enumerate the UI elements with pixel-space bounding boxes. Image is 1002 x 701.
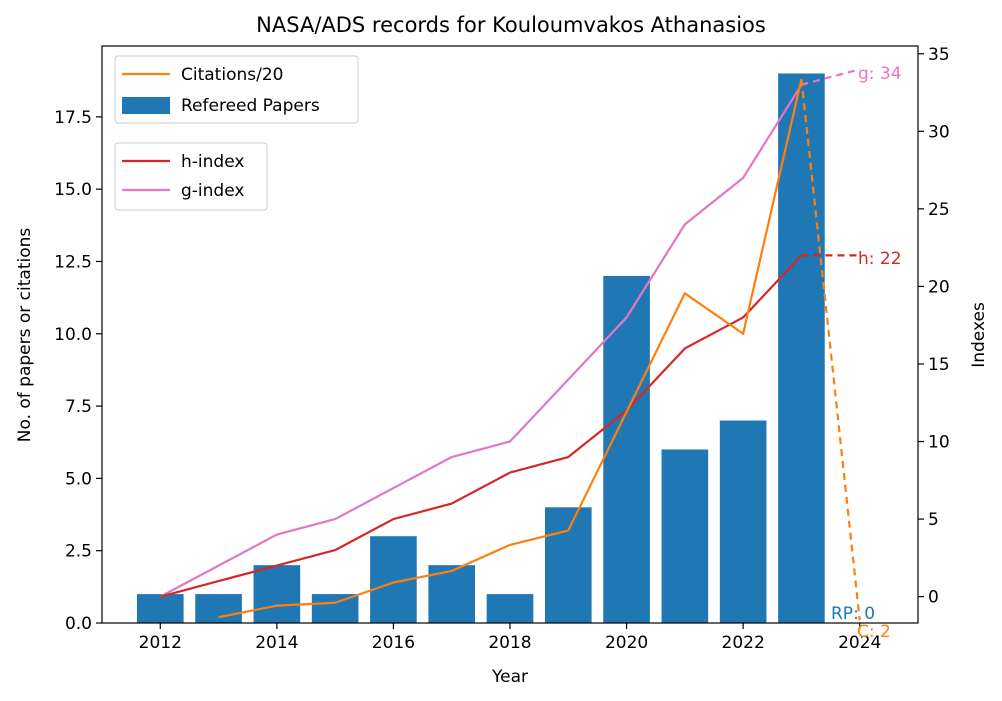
bar-2021 bbox=[661, 449, 709, 623]
legend-papers-label: Refereed Papers bbox=[181, 96, 320, 116]
y2-tick-label: 0 bbox=[928, 588, 939, 608]
y-tick-label: 0.0 bbox=[65, 614, 92, 634]
x-tick-label: 2012 bbox=[139, 633, 182, 653]
bar-2013 bbox=[195, 594, 242, 623]
bar-2015 bbox=[311, 594, 359, 623]
h-index-line bbox=[160, 254, 803, 598]
y2-tick-label: 30 bbox=[928, 122, 950, 142]
chart-title: NASA/ADS records for Kouloumvakos Athana… bbox=[256, 13, 766, 37]
x-tick-label: 2016 bbox=[372, 633, 415, 653]
y-axis-right: 0 5 10 15 20 25 30 35 bbox=[918, 45, 950, 608]
g-index-projection bbox=[801, 68, 860, 86]
bar-2012 bbox=[136, 594, 184, 623]
x-tick-label: 2022 bbox=[722, 633, 765, 653]
legend-citations-label: Citations/20 bbox=[181, 65, 283, 85]
g-index-annotation: g: 34 bbox=[858, 64, 902, 84]
x-tick-label: 2014 bbox=[255, 633, 298, 653]
bar-2014 bbox=[253, 565, 301, 623]
y2-tick-label: 5 bbox=[928, 510, 939, 530]
h-index-annotation: h: 22 bbox=[858, 249, 902, 269]
y-tick-label: 17.5 bbox=[54, 108, 92, 128]
x-tick-label: 2018 bbox=[488, 633, 531, 653]
y2-tick-label: 15 bbox=[928, 355, 950, 375]
g-index-line bbox=[159, 84, 803, 598]
legend-top: Citations/20 Refereed Papers bbox=[114, 55, 359, 124]
x-tick-label: 2024 bbox=[838, 633, 881, 653]
y-tick-label: 5.0 bbox=[65, 469, 92, 489]
y-tick-label: 15.0 bbox=[54, 180, 92, 200]
bar-2018 bbox=[486, 594, 534, 623]
y2-tick-label: 20 bbox=[928, 277, 950, 297]
legend-h-index-label: h-index bbox=[181, 152, 244, 172]
bars-layer bbox=[136, 73, 825, 624]
y2-tick-label: 10 bbox=[928, 433, 950, 453]
lines-layer bbox=[159, 68, 861, 621]
x-axis-label: Year bbox=[491, 667, 528, 687]
bar-2019 bbox=[544, 507, 592, 623]
legend-papers-swatch bbox=[122, 97, 170, 114]
bar-2023 bbox=[778, 73, 825, 624]
legend-mid: h-index g-index bbox=[114, 142, 268, 211]
y-tick-label: 7.5 bbox=[65, 397, 92, 417]
legend-top-box bbox=[114, 55, 359, 124]
y-axis-left: 0.0 2.5 5.0 7.5 10.0 12.5 15.0 17.5 bbox=[54, 108, 102, 634]
y-tick-label: 12.5 bbox=[54, 252, 92, 272]
y2-tick-label: 35 bbox=[928, 45, 950, 65]
x-axis: 2012 2014 2016 2018 2020 2022 2024 bbox=[139, 623, 881, 653]
y-tick-label: 10.0 bbox=[54, 325, 92, 345]
x-tick-label: 2020 bbox=[605, 633, 648, 653]
y2-tick-label: 25 bbox=[928, 200, 950, 220]
rp-annotation: RP: 0 bbox=[831, 604, 875, 624]
y-tick-label: 2.5 bbox=[65, 542, 92, 562]
citations-annotation: C: 2 bbox=[857, 622, 891, 642]
bar-2020 bbox=[603, 275, 650, 623]
annotations: RP: 0 C: 2 h: 22 g: 34 bbox=[831, 64, 902, 642]
y-axis-label: No. of papers or citations bbox=[15, 228, 35, 443]
y2-axis-label: Indexes bbox=[969, 302, 989, 368]
bar-2022 bbox=[719, 420, 767, 623]
legend-g-index-label: g-index bbox=[181, 181, 244, 201]
citations-projection bbox=[800, 79, 861, 621]
citations-line bbox=[218, 79, 803, 619]
legend-mid-box bbox=[114, 142, 268, 211]
